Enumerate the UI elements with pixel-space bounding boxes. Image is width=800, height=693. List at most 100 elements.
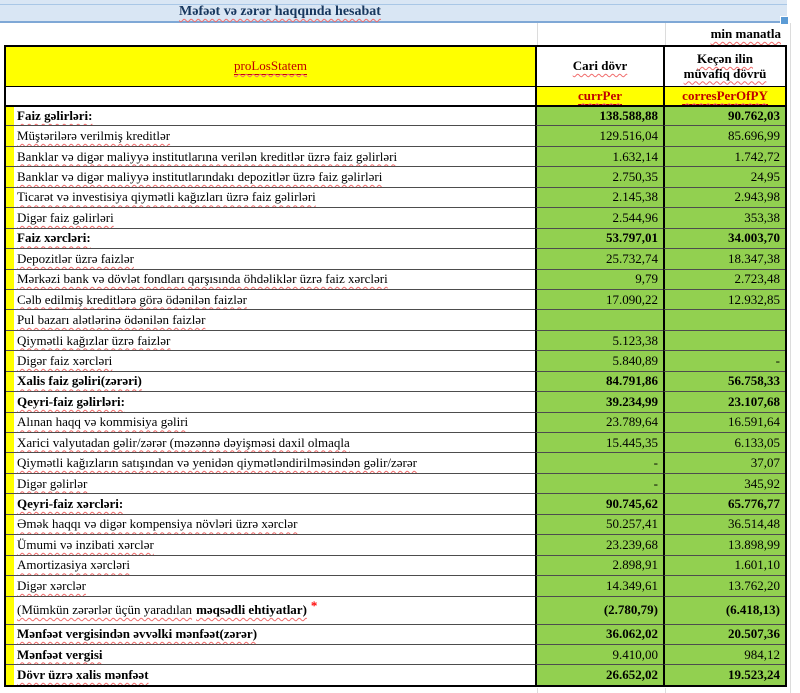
value-cell-previous[interactable]: 13.898,99	[663, 534, 785, 555]
value-cell-current[interactable]: 50.257,41	[535, 513, 663, 535]
value-cell-current[interactable]: 2.145,38	[535, 186, 663, 208]
value-cell-previous[interactable]: 353,38	[663, 207, 785, 228]
row-stripe-cell[interactable]	[6, 391, 14, 412]
row-label-cell[interactable]: Banklar və digər maliyyə institutlarına …	[14, 145, 535, 167]
row-stripe-cell[interactable]	[6, 268, 14, 289]
value-cell-current[interactable]: 5.840,89	[535, 350, 663, 371]
value-cell-current[interactable]	[535, 309, 663, 330]
row-stripe-cell[interactable]	[6, 534, 14, 555]
value-cell-previous[interactable]: 37,07	[663, 452, 785, 473]
column-header-current[interactable]: Cari dövr	[535, 47, 663, 86]
row-label-cell[interactable]: Pul bazarı alətlərinə ödənilən faizlər	[14, 309, 535, 330]
row-stripe-cell[interactable]	[6, 166, 14, 187]
value-cell-current[interactable]: 15.445,35	[535, 432, 663, 453]
value-cell-current[interactable]: 14.349,61	[535, 575, 663, 596]
value-cell-current[interactable]: 84.791,86	[535, 370, 663, 392]
row-label-cell[interactable]: Digər xərclər	[14, 575, 535, 596]
row-stripe-cell[interactable]	[6, 370, 14, 392]
row-stripe-cell[interactable]	[6, 595, 14, 624]
report-title-bar[interactable]: Məfəət və zərər haqqında hesabat	[0, 0, 789, 25]
value-cell-current[interactable]: 25.732,74	[535, 248, 663, 269]
column-header-previous[interactable]: Keçən ilin müvafiq dövrü	[663, 47, 785, 86]
row-stripe-cell[interactable]	[6, 329, 14, 351]
row-stripe-cell[interactable]	[6, 513, 14, 535]
row-label-cell[interactable]: Banklar və digər maliyyə institutlarında…	[14, 166, 535, 187]
value-cell-previous[interactable]: 19.523,24	[663, 664, 785, 685]
value-cell-previous[interactable]: 24,95	[663, 166, 785, 187]
value-cell-current[interactable]: 5.123,38	[535, 329, 663, 351]
row-stripe-cell[interactable]	[6, 472, 14, 494]
value-cell-previous[interactable]: 345,92	[663, 472, 785, 494]
value-cell-current[interactable]: 53.797,01	[535, 227, 663, 249]
row-label-cell[interactable]: Cəlb edilmiş kreditlərə görə ödənilən fa…	[14, 288, 535, 310]
value-cell-previous[interactable]: 13.762,20	[663, 575, 785, 596]
value-cell-previous[interactable]: 34.003,70	[663, 227, 785, 249]
row-label-cell[interactable]: Xarici valyutadan gəlir/zərər (məzənnə d…	[14, 432, 535, 453]
row-stripe-cell[interactable]	[6, 227, 14, 249]
row-label-cell[interactable]: Mənfəət vergisindən əvvəlki mənfəət(zərə…	[14, 623, 535, 644]
value-cell-current[interactable]: -	[535, 452, 663, 473]
value-cell-current[interactable]: (2.780,79)	[535, 595, 663, 624]
row-stripe-cell[interactable]	[6, 248, 14, 269]
value-cell-current[interactable]: 129.516,04	[535, 125, 663, 146]
row-label-cell[interactable]: Qeyri-faiz xərcləri:	[14, 493, 535, 514]
value-cell-previous[interactable]: 65.776,77	[663, 493, 785, 514]
row-stripe-cell[interactable]	[6, 186, 14, 208]
row-stripe-cell[interactable]	[6, 411, 14, 432]
value-cell-previous[interactable]: 6.133,05	[663, 432, 785, 453]
value-cell-current[interactable]: 90.745,62	[535, 493, 663, 514]
value-cell-previous[interactable]: 1.601,10	[663, 554, 785, 576]
value-cell-current[interactable]: 9.410,00	[535, 643, 663, 665]
row-stripe-cell[interactable]	[6, 350, 14, 371]
value-cell-current[interactable]: 17.090,22	[535, 288, 663, 310]
value-cell-previous[interactable]: 20.507,36	[663, 623, 785, 644]
value-cell-previous[interactable]: 36.514,48	[663, 513, 785, 535]
value-cell-previous[interactable]: 2.723,48	[663, 268, 785, 289]
value-cell-previous[interactable]: 2.943,98	[663, 186, 785, 208]
value-cell-previous[interactable]: (6.418,13)	[663, 595, 785, 624]
row-label-cell[interactable]: Digər gəlirlər	[14, 472, 535, 494]
row-label-cell[interactable]: Faiz xərcləri:	[14, 227, 535, 249]
value-cell-previous[interactable]	[663, 329, 785, 351]
row-stripe-cell[interactable]	[6, 288, 14, 310]
value-cell-previous[interactable]: 984,12	[663, 643, 785, 665]
value-cell-current[interactable]: 23.239,68	[535, 534, 663, 555]
value-cell-previous[interactable]: 1.742,72	[663, 145, 785, 167]
row-label-cell[interactable]: Ümumi və inzibati xərclər	[14, 534, 535, 555]
code-cell-current[interactable]: currPer	[535, 86, 663, 105]
value-cell-previous[interactable]	[663, 309, 785, 330]
value-cell-current[interactable]: 2.544,96	[535, 207, 663, 228]
row-stripe-cell[interactable]	[6, 575, 14, 596]
selection-handle[interactable]	[780, 16, 789, 25]
row-label-cell[interactable]: Digər faiz xərcləri	[14, 350, 535, 371]
row-label-cell[interactable]: Mərkəzi bank və dövlət fondları qarşısın…	[14, 268, 535, 289]
row-label-cell[interactable]: Amortizasiya xərcləri	[14, 554, 535, 576]
value-cell-current[interactable]: -	[535, 472, 663, 494]
subheader-empty-cell[interactable]	[6, 86, 535, 105]
code-cell-previous[interactable]: corresPerOfPY	[663, 86, 785, 105]
value-cell-current[interactable]: 9,79	[535, 268, 663, 289]
value-cell-current[interactable]: 2.750,35	[535, 166, 663, 187]
row-label-cell[interactable]: Ticarət və investisiya qiymətli kağızlar…	[14, 186, 535, 208]
value-cell-current[interactable]: 36.062,02	[535, 623, 663, 644]
row-label-cell[interactable]: (Mümkün zərərlər üçün yaradılan məqsədli …	[14, 595, 535, 624]
row-stripe-cell[interactable]	[6, 145, 14, 167]
row-label-cell[interactable]: Faiz gəlirləri:	[14, 105, 535, 126]
value-cell-previous[interactable]: 90.762,03	[663, 105, 785, 126]
value-cell-previous[interactable]: 18.347,38	[663, 248, 785, 269]
row-stripe-cell[interactable]	[6, 105, 14, 126]
row-stripe-cell[interactable]	[6, 493, 14, 514]
value-cell-previous[interactable]: 56.758,33	[663, 370, 785, 392]
row-label-cell[interactable]: Əmək haqqı və digər kompensiya növləri ü…	[14, 513, 535, 535]
row-label-cell[interactable]: Xalis faiz gəliri(zərəri)	[14, 370, 535, 392]
row-stripe-cell[interactable]	[6, 432, 14, 453]
value-cell-previous[interactable]: 12.932,85	[663, 288, 785, 310]
value-cell-current[interactable]: 39.234,99	[535, 391, 663, 412]
row-stripe-cell[interactable]	[6, 643, 14, 665]
row-stripe-cell[interactable]	[6, 309, 14, 330]
row-stripe-cell[interactable]	[6, 207, 14, 228]
value-cell-previous[interactable]: -	[663, 350, 785, 371]
row-label-cell[interactable]: Müştərilərə verilmiş kreditlər	[14, 125, 535, 146]
row-stripe-cell[interactable]	[6, 554, 14, 576]
value-cell-previous[interactable]: 23.107,68	[663, 391, 785, 412]
